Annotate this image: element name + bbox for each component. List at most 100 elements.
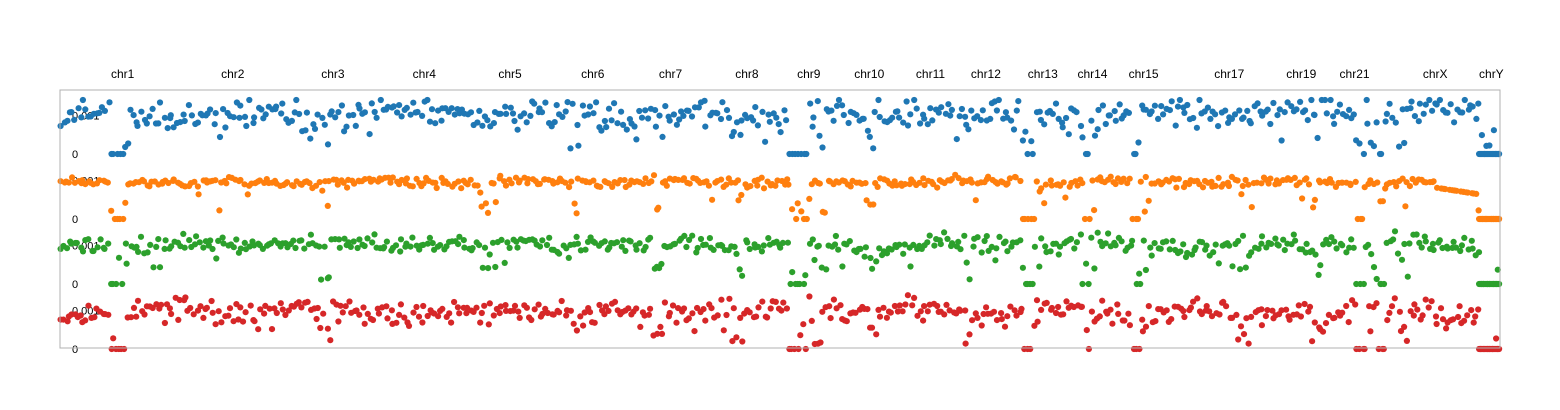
data-point	[581, 309, 588, 316]
data-point	[551, 119, 558, 126]
chromosome-label-chr11: chr11	[916, 67, 945, 81]
data-point	[1060, 179, 1067, 186]
data-point	[325, 274, 332, 281]
data-point	[1229, 314, 1236, 321]
data-point	[948, 176, 955, 183]
data-point	[455, 178, 462, 185]
data-point	[1236, 107, 1243, 114]
data-point	[1116, 101, 1123, 108]
data-point	[79, 96, 86, 104]
data-point	[211, 121, 218, 128]
data-point	[497, 172, 504, 179]
data-point	[1303, 240, 1310, 247]
data-point	[296, 110, 303, 118]
data-point	[723, 107, 731, 114]
data-point	[974, 234, 981, 241]
data-point	[200, 244, 207, 251]
data-point	[1343, 302, 1350, 310]
data-point	[862, 244, 870, 251]
data-point	[1410, 312, 1417, 319]
data-point	[1077, 122, 1085, 130]
data-point	[567, 145, 574, 152]
data-point	[1270, 99, 1277, 107]
data-point	[585, 111, 592, 118]
chromosome-label-chr2: chr2	[221, 67, 245, 81]
data-point	[1403, 337, 1410, 344]
data-point	[739, 338, 746, 345]
data-point	[407, 111, 414, 118]
data-point	[1392, 119, 1399, 126]
data-point	[1299, 195, 1306, 202]
data-point	[695, 104, 702, 111]
data-point	[657, 323, 664, 330]
data-point	[1142, 106, 1149, 113]
data-point	[921, 115, 928, 122]
data-point	[870, 201, 877, 208]
data-point	[972, 197, 979, 204]
data-point	[1181, 313, 1188, 321]
data-point	[338, 102, 345, 109]
data-point	[521, 110, 528, 117]
data-point	[883, 250, 891, 257]
data-point	[209, 309, 216, 316]
data-point	[1439, 316, 1447, 323]
data-point	[361, 242, 368, 250]
data-point	[852, 309, 859, 316]
data-point	[1447, 101, 1454, 108]
data-point	[156, 99, 164, 106]
data-point	[943, 301, 950, 308]
data-point	[1139, 316, 1146, 323]
data-point	[410, 99, 417, 106]
data-point	[212, 110, 219, 117]
data-point	[455, 241, 462, 248]
data-point	[701, 97, 708, 104]
data-point	[924, 308, 931, 315]
data-point	[1356, 140, 1363, 147]
data-point	[285, 307, 292, 314]
data-point	[875, 96, 882, 104]
data-point	[230, 114, 237, 121]
data-point	[324, 141, 332, 148]
data-point	[1036, 108, 1043, 115]
data-point	[1461, 96, 1468, 104]
data-point	[325, 178, 332, 185]
data-point	[510, 307, 517, 314]
data-point	[1343, 113, 1350, 120]
data-point	[428, 106, 436, 113]
data-point	[702, 241, 709, 248]
data-point	[708, 305, 715, 312]
data-point	[1147, 244, 1154, 251]
data-point	[1457, 247, 1464, 255]
data-point	[467, 109, 475, 116]
data-point	[1004, 248, 1011, 255]
data-point	[945, 101, 952, 108]
data-point	[658, 260, 665, 268]
data-point	[1193, 124, 1200, 131]
data-point	[219, 234, 226, 241]
data-point	[188, 112, 195, 119]
data-point	[1278, 307, 1285, 314]
data-point	[1399, 175, 1406, 182]
data-point	[1158, 103, 1165, 110]
data-point	[306, 180, 313, 187]
data-point	[758, 174, 765, 181]
data-point	[507, 104, 514, 111]
data-point	[125, 140, 132, 147]
data-point	[871, 108, 878, 116]
data-point	[181, 117, 188, 125]
data-point	[720, 327, 727, 334]
data-point	[860, 115, 867, 122]
data-point	[1089, 177, 1096, 184]
data-point	[1181, 109, 1188, 116]
data-point	[96, 109, 103, 116]
data-point	[1345, 319, 1352, 326]
data-point	[225, 312, 232, 319]
data-point	[121, 345, 128, 353]
data-point	[1007, 303, 1014, 310]
data-point	[476, 107, 483, 114]
data-point	[250, 119, 257, 127]
data-point	[816, 180, 823, 187]
data-point	[350, 238, 357, 245]
data-point	[85, 236, 92, 243]
data-point	[1004, 180, 1011, 187]
